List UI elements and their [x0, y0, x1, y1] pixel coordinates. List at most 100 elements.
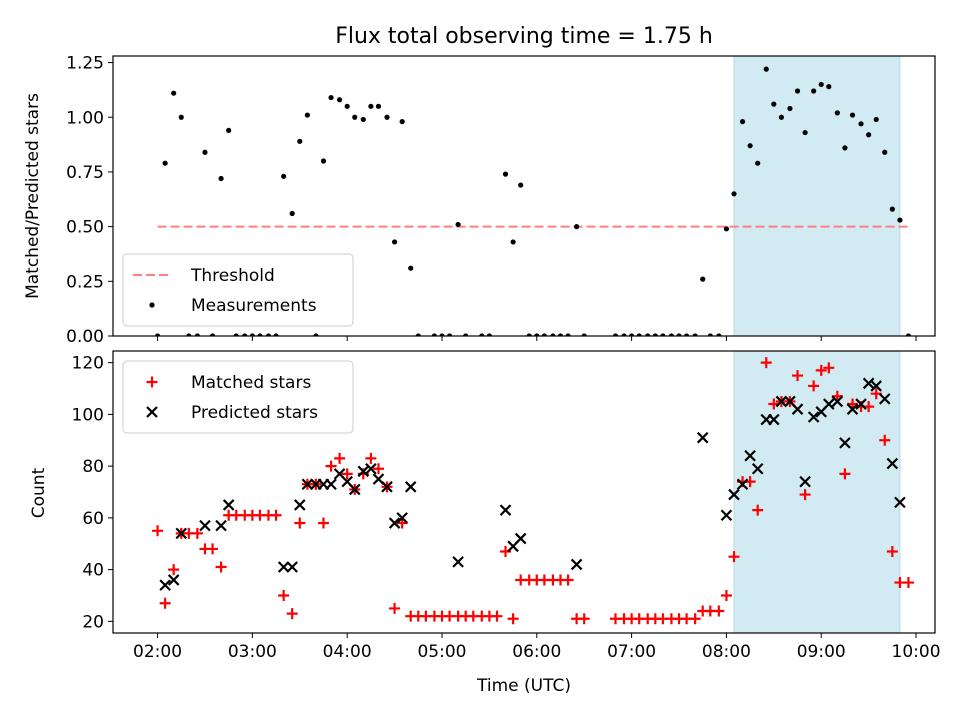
data-point [794, 88, 801, 94]
data-point [905, 333, 912, 336]
x-tick-label: 09:00 [797, 642, 846, 662]
data-point [452, 556, 464, 568]
data-point [581, 333, 587, 336]
data-point [168, 564, 180, 576]
y-tick-label: 0.50 [66, 218, 104, 238]
data-point [763, 66, 769, 72]
data-point [878, 393, 891, 405]
data-point [171, 90, 177, 96]
data-point [858, 121, 864, 127]
data-point [372, 463, 384, 475]
data-point [811, 88, 817, 94]
y-tick-label: 0.75 [66, 163, 104, 183]
data-point [889, 206, 895, 212]
data-point [846, 403, 859, 415]
data-point [692, 333, 698, 336]
data-point [294, 517, 306, 529]
data-point [375, 103, 382, 109]
y-tick-label: 1.00 [66, 108, 104, 128]
data-point [368, 103, 374, 109]
data-point [728, 488, 740, 501]
data-point [352, 114, 358, 120]
data-point [815, 364, 827, 376]
data-point [191, 527, 203, 539]
data-point [357, 465, 370, 478]
legend-label: Predicted stars [191, 403, 318, 423]
data-point [491, 610, 503, 622]
data-point [744, 450, 756, 462]
legend-label: Matched stars [191, 373, 311, 393]
data-point [277, 561, 290, 573]
data-point [265, 333, 272, 336]
x-tick-label: 10:00 [892, 642, 941, 662]
data-point [499, 504, 512, 516]
y-tick-label: 60 [82, 509, 104, 529]
data-point [751, 462, 764, 475]
top-panel: 0.00 0.25 0.50 0.75 1.00 1.25 Threshold Measure… [66, 54, 936, 347]
y-tick-label: 1.25 [66, 54, 104, 74]
x-tick-label: 06:00 [512, 642, 561, 662]
data-point [270, 509, 282, 521]
data-point [159, 597, 171, 609]
x-tick-label: 03:00 [228, 642, 277, 662]
data-marks [152, 357, 914, 625]
data-point [514, 532, 527, 545]
data-point [755, 160, 761, 166]
data-point [278, 589, 290, 601]
data-point [365, 452, 377, 464]
data-point [562, 574, 574, 586]
x-tick-label: 05:00 [417, 642, 466, 662]
data-point [162, 160, 168, 166]
data-point [574, 224, 580, 230]
data-point [202, 149, 208, 155]
data-point [578, 613, 590, 625]
data-point [159, 579, 171, 591]
chart-title: Flux total observing time = 1.75 h [335, 24, 713, 49]
data-point [879, 434, 891, 446]
legend-box [122, 253, 354, 327]
data-point [293, 499, 306, 511]
data-point [348, 483, 361, 496]
legend: Threshold Measurements [122, 253, 354, 327]
data-point [713, 605, 725, 617]
data-point [209, 333, 216, 336]
legend-x-swatch [146, 406, 158, 418]
data-point [660, 333, 666, 336]
data-point [689, 613, 701, 625]
data-point [894, 496, 906, 509]
data-point [341, 468, 353, 480]
y-axis-label-top: Matched/Predicted stars [23, 93, 43, 299]
data-point [791, 403, 804, 415]
legend-plus-swatch [146, 376, 158, 388]
data-point [222, 499, 235, 511]
data-point [683, 333, 690, 336]
data-point [178, 114, 184, 120]
data-point [233, 333, 239, 336]
x-axis-label: Time (UTC) [476, 676, 571, 696]
data-point [636, 333, 642, 336]
data-point [886, 457, 899, 470]
data-point [668, 333, 675, 336]
data-point [154, 333, 161, 336]
data-point [736, 478, 749, 491]
data-point [834, 110, 840, 116]
data-point [768, 413, 780, 426]
data-point [365, 462, 377, 475]
data-point [297, 138, 303, 144]
data-point [399, 119, 405, 125]
data-point [381, 481, 393, 493]
data-point [344, 103, 350, 109]
data-point [557, 333, 564, 336]
x-tick-label: 08:00 [702, 642, 751, 662]
data-point [873, 116, 879, 123]
data-point [507, 613, 519, 625]
data-point [731, 191, 737, 197]
plot-frame [112, 55, 936, 337]
data-point [320, 158, 327, 164]
y-tick-label: 0.25 [66, 272, 104, 292]
data-point [194, 333, 200, 336]
data-point [723, 226, 730, 232]
data-point [325, 478, 337, 491]
legend-dot-swatch [149, 302, 155, 308]
data-point [167, 574, 180, 586]
